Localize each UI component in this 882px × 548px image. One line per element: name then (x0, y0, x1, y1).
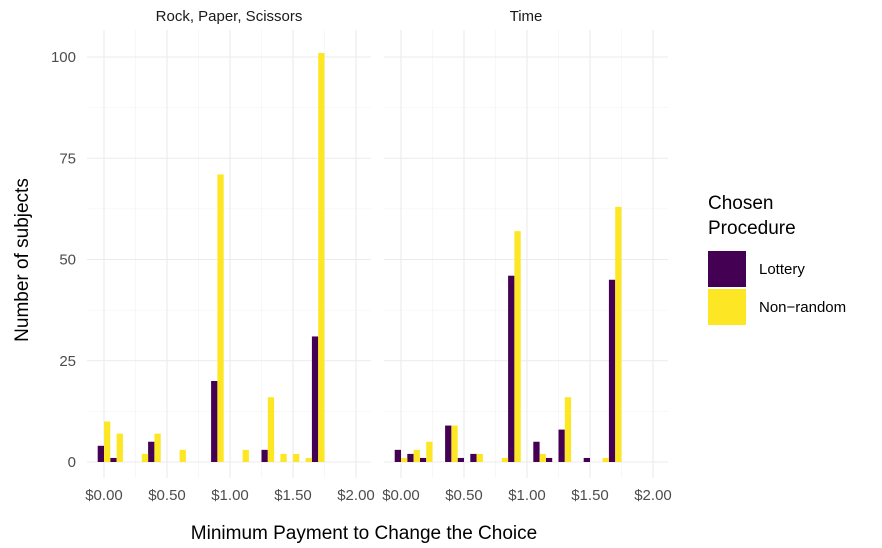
bar-non-random (293, 453, 300, 462)
bar-lottery (457, 457, 464, 462)
bar-lottery (533, 441, 540, 462)
bar-lottery (261, 449, 268, 462)
legend-title: Procedure (708, 218, 796, 239)
y-tick-label: 100 (51, 49, 76, 66)
bar-non-random (451, 425, 458, 462)
bar-lottery (558, 429, 565, 462)
bar-non-random (267, 397, 275, 462)
bar-non-random (564, 397, 572, 462)
bar-non-random (280, 453, 287, 462)
bar-lottery (419, 457, 427, 462)
bar-non-random (501, 457, 509, 462)
legend-title: Chosen (708, 193, 774, 214)
bar-lottery (508, 275, 515, 462)
x-tick-label: $2.00 (337, 487, 375, 504)
bar-non-random (242, 449, 249, 462)
bar-lottery (211, 381, 218, 462)
legend-swatch (708, 251, 746, 287)
bar-lottery (394, 449, 401, 462)
bar-non-random (476, 453, 483, 462)
bar-non-random (514, 231, 521, 462)
bar-lottery (110, 457, 117, 462)
bar-lottery (470, 453, 477, 462)
x-axis-title: Minimum Payment to Change the Choice (191, 523, 537, 544)
bar-lottery (608, 279, 616, 462)
x-tick-label: $1.00 (211, 487, 249, 504)
bar-lottery (407, 453, 414, 462)
bar-lottery (148, 441, 155, 462)
y-tick-label: 25 (59, 353, 76, 370)
panel-title: Rock, Paper, Scissors (156, 8, 303, 25)
x-tick-label: $1.50 (274, 487, 312, 504)
x-axis: $0.00 $0.50 $1.00 $1.50 $2.00 $0.00 $0.50 $1.00… (85, 487, 672, 504)
bar-non-random (401, 457, 408, 462)
bar-lottery (97, 445, 104, 462)
y-axis: 0 25 50 75 100 (51, 49, 76, 471)
bar-lottery (545, 457, 553, 462)
x-tick-label: $1.50 (571, 487, 609, 504)
legend-label: Non−random (759, 299, 846, 316)
bar-non-random (305, 457, 312, 462)
legend-label: Lottery (759, 261, 805, 278)
x-tick-label: $2.00 (634, 487, 672, 504)
bar-non-random (426, 441, 433, 462)
bar-non-random (116, 433, 123, 462)
bar-non-random (615, 206, 622, 462)
x-tick-label: $0.50 (148, 487, 186, 504)
bar-lottery (311, 336, 319, 462)
y-tick-label: 50 (59, 252, 76, 269)
panel-title: Time (510, 8, 543, 25)
bar-non-random (141, 453, 149, 462)
bar-non-random (104, 421, 111, 462)
bar-non-random (602, 457, 609, 462)
bar-non-random (539, 453, 546, 462)
x-tick-label: $0.50 (445, 487, 483, 504)
y-axis-title: Number of subjects (12, 178, 33, 342)
bar-non-random (217, 174, 224, 462)
bar-non-random (179, 449, 186, 462)
legend: Chosen Procedure Lottery Non−random (708, 193, 846, 325)
x-tick-label: $0.00 (85, 487, 123, 504)
bar-non-random (154, 433, 161, 462)
bar-non-random (413, 449, 420, 462)
panel-rock-paper-scissors: Rock, Paper, Scissors (87, 8, 371, 478)
x-tick-label: $1.00 (508, 487, 546, 504)
bar-lottery (583, 457, 590, 462)
y-tick-label: 0 (68, 454, 76, 471)
bar-lottery (445, 425, 452, 462)
x-tick-label: $0.00 (382, 487, 420, 504)
y-tick-label: 75 (59, 150, 76, 167)
bar-non-random (318, 52, 325, 462)
panel-time: Time (384, 8, 668, 478)
legend-swatch (708, 289, 746, 325)
